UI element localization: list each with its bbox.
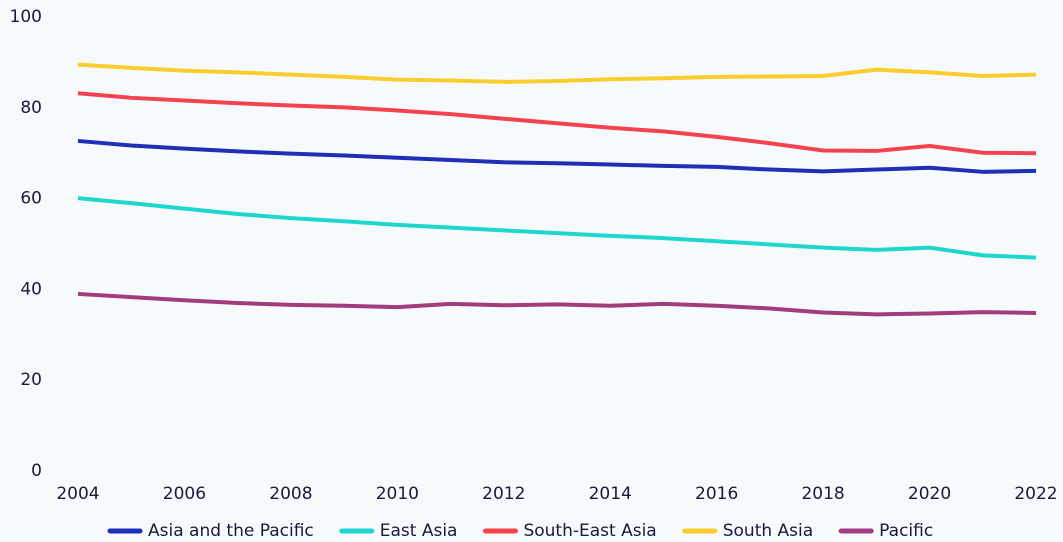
series-line — [77, 138, 1037, 174]
legend-label: Pacific — [879, 521, 933, 541]
x-tick-label: 2022 — [1014, 484, 1057, 504]
x-tick-label: 2008 — [269, 484, 312, 504]
series-line — [77, 291, 1037, 317]
y-tick-label: 100 — [10, 7, 42, 27]
y-tick-label: 20 — [20, 370, 42, 390]
legend-label: South-East Asia — [523, 521, 656, 541]
x-tick-label: 2020 — [908, 484, 951, 504]
x-tick-label: 2012 — [482, 484, 525, 504]
series-line — [77, 196, 1037, 260]
legend-label: Asia and the Pacific — [148, 521, 314, 541]
legend-label: South Asia — [723, 521, 813, 541]
x-tick-label: 2010 — [376, 484, 419, 504]
y-tick-label: 60 — [20, 189, 42, 209]
x-tick-label: 2014 — [589, 484, 632, 504]
y-tick-label: 80 — [20, 98, 42, 118]
x-tick-label: 2018 — [801, 484, 844, 504]
series-line — [77, 62, 1037, 84]
x-tick-label: 2006 — [163, 484, 206, 504]
y-tick-label: 40 — [20, 279, 42, 299]
legend-label: East Asia — [380, 521, 458, 541]
x-tick-label: 2004 — [56, 484, 99, 504]
series-line — [77, 91, 1037, 156]
x-tick-label: 2016 — [695, 484, 738, 504]
y-tick-label: 0 — [31, 461, 42, 481]
